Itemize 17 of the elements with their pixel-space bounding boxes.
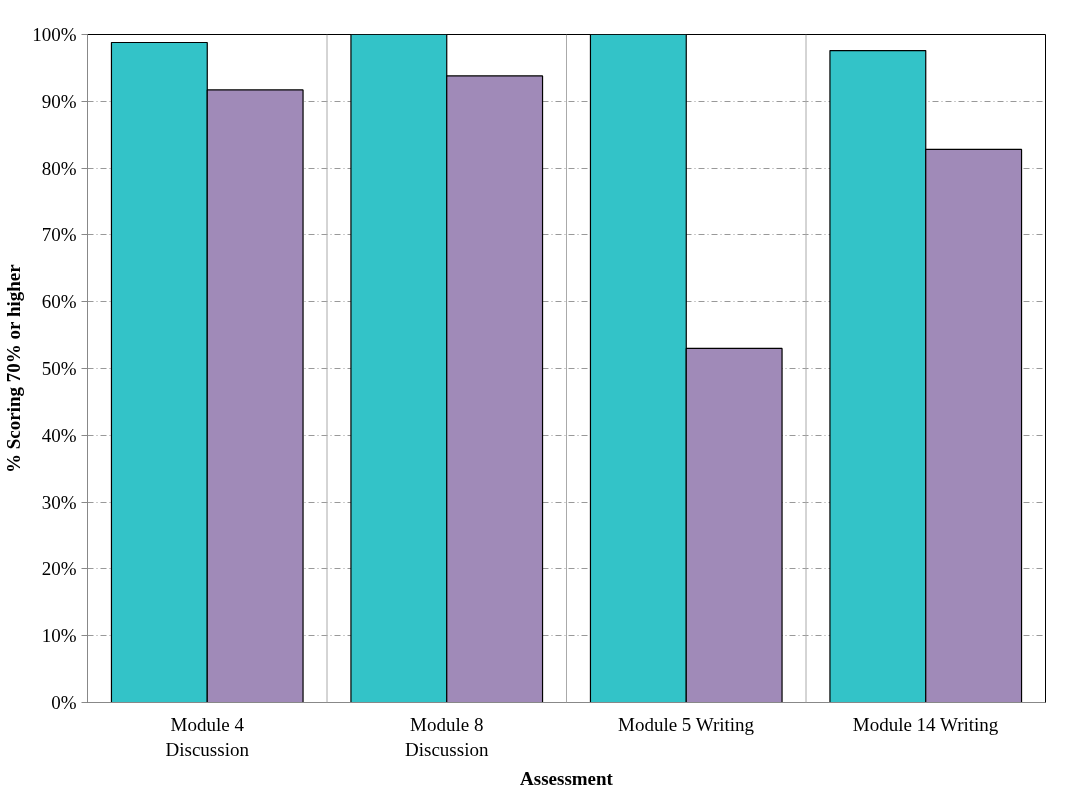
x-tick-label: Module 5 Writing — [618, 713, 755, 735]
x-tick-label: Module 4 Discussion — [165, 713, 250, 760]
y-tick-label: 10% — [41, 625, 77, 647]
y-tick-label: 70% — [41, 224, 77, 246]
y-tick-label: 20% — [41, 558, 77, 580]
y-tick-label: 0% — [51, 692, 77, 713]
y-tick-label: 50% — [41, 358, 77, 379]
y-axis-title: % Scoring 70% or higher — [3, 263, 25, 473]
y-tick-label: 80% — [41, 157, 77, 179]
x-tick-label: Module 8 Discussion — [405, 713, 489, 760]
y-tick-label: 100% — [32, 24, 77, 45]
y-tick-label: 60% — [41, 291, 77, 313]
x-axis-title: Assessment — [520, 767, 614, 789]
y-tick-label: 40% — [41, 424, 77, 446]
x-tick-label: Module 14 Writing — [852, 713, 999, 735]
y-tick-label: 90% — [41, 90, 77, 112]
y-tick-label: 30% — [41, 491, 77, 513]
